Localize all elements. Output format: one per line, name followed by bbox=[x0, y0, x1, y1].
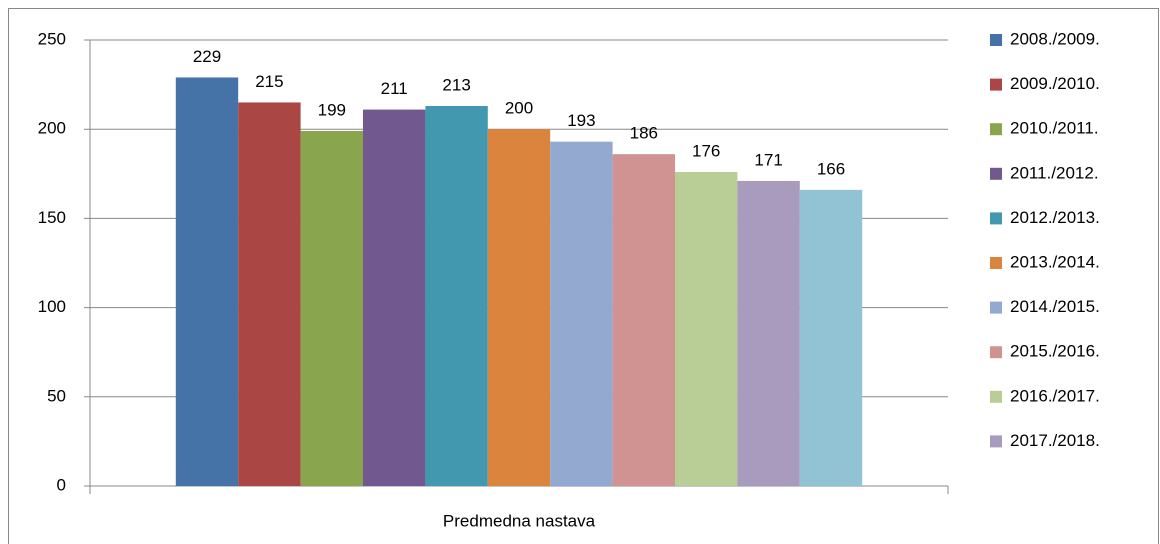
value-label: 193 bbox=[567, 111, 595, 130]
legend-label: 2013./2014. bbox=[1010, 252, 1100, 271]
legend-label: 2016./2017. bbox=[1010, 386, 1100, 405]
value-label: 211 bbox=[381, 79, 408, 98]
bar bbox=[300, 130, 363, 486]
value-label: 200 bbox=[505, 99, 533, 118]
y-tick-label: 100 bbox=[38, 297, 66, 316]
legend-swatch bbox=[990, 435, 1002, 448]
bar bbox=[737, 180, 800, 486]
bar bbox=[675, 172, 738, 487]
value-label: 171 bbox=[754, 150, 782, 169]
legend-label: 2008./2009. bbox=[1010, 29, 1100, 48]
legend-label: 2014./2015. bbox=[1010, 297, 1100, 316]
legend-swatch bbox=[990, 346, 1002, 359]
value-label: 199 bbox=[318, 100, 346, 119]
value-label: 166 bbox=[817, 159, 845, 178]
value-label: 229 bbox=[193, 47, 221, 66]
legend-label: 2010./2011. bbox=[1010, 119, 1099, 138]
legend-label: 2011./2012. bbox=[1010, 163, 1099, 182]
legend-swatch bbox=[990, 123, 1002, 136]
bar bbox=[175, 77, 239, 487]
legend-swatch bbox=[990, 390, 1002, 403]
bar bbox=[612, 154, 675, 486]
y-tick-label: 200 bbox=[38, 119, 66, 138]
y-tick-label: 0 bbox=[57, 475, 66, 494]
legend-label: 2015./2016. bbox=[1010, 342, 1100, 361]
legend-swatch bbox=[990, 34, 1002, 46]
legend-swatch bbox=[990, 257, 1002, 269]
bar bbox=[425, 106, 488, 487]
value-label: 215 bbox=[255, 72, 283, 91]
y-tick-label: 50 bbox=[47, 386, 66, 405]
legend-label: 2009./2010. bbox=[1010, 74, 1100, 93]
y-tick-label: 250 bbox=[38, 29, 66, 48]
value-label: 176 bbox=[692, 142, 720, 161]
value-label: 213 bbox=[442, 75, 470, 94]
bar bbox=[799, 189, 863, 486]
legend-label: 2012./2013. bbox=[1010, 208, 1100, 227]
legend-swatch bbox=[990, 78, 1002, 91]
bar bbox=[363, 109, 426, 487]
x-tick-label: Predmedna nastava bbox=[443, 511, 596, 530]
bar bbox=[238, 102, 301, 486]
bar bbox=[550, 141, 613, 487]
legend-label: 2017./2018. bbox=[1010, 431, 1100, 450]
legend-swatch bbox=[990, 212, 1002, 225]
legend-swatch bbox=[990, 301, 1002, 314]
value-label: 186 bbox=[630, 124, 658, 143]
legend-swatch bbox=[990, 167, 1002, 180]
y-tick-label: 150 bbox=[38, 208, 66, 227]
bar bbox=[487, 129, 551, 486]
